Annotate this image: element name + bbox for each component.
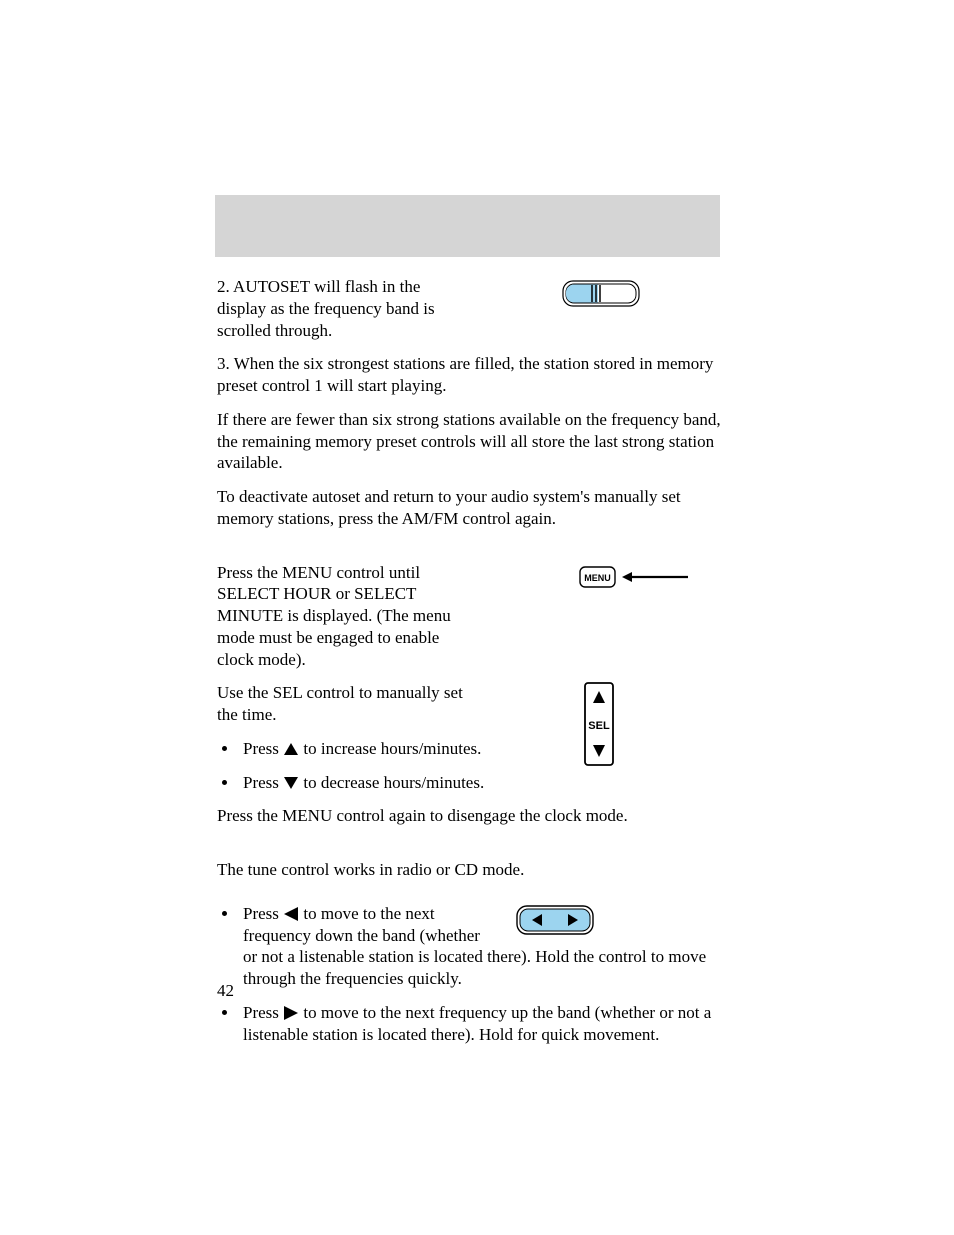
list-item-decrease: Press to decrease hours/minutes.: [239, 772, 722, 794]
press-text: Press: [243, 773, 279, 792]
para-deactivate-autoset: To deactivate autoset and return to your…: [217, 486, 722, 530]
increase-text: to increase hours/minutes.: [303, 739, 481, 758]
para-six-strongest: 3. When the six strongest stations are f…: [217, 353, 722, 397]
tune-right-text: to move to the next frequency up the ban…: [243, 1003, 711, 1044]
sel-graphic: SEL: [584, 682, 614, 772]
page: 2. AUTOSET will flash in the display as …: [0, 0, 954, 1235]
para-use-sel: Use the SEL control to manually set the …: [217, 682, 472, 726]
lcd-display-icon: [562, 280, 640, 307]
tune-list: Press to move to the next frequency down…: [217, 903, 722, 1046]
content-area: 2. AUTOSET will flash in the display as …: [217, 276, 722, 1057]
para-press-menu: Press the MENU control until SELECT HOUR…: [217, 562, 472, 671]
press-text: Press: [243, 1003, 279, 1022]
svg-text:MENU: MENU: [584, 573, 611, 583]
list-item-tune-left: Press to move to the next frequency down…: [239, 903, 722, 990]
para-autoset-flash: 2. AUTOSET will flash in the display as …: [217, 276, 472, 341]
header-bar: [215, 195, 720, 257]
tune-graphic: [516, 905, 594, 941]
triangle-down-icon: [283, 776, 299, 790]
list-item-tune-right: Press to move to the next frequency up t…: [239, 1002, 722, 1046]
decrease-text: to decrease hours/minutes.: [303, 773, 484, 792]
hours-minutes-list: Press to increase hours/minutes. Press t…: [217, 738, 722, 794]
menu-graphic: MENU: [579, 565, 688, 588]
menu-button-icon: MENU: [579, 566, 616, 588]
press-text: Press: [243, 904, 279, 923]
para-fewer-than-six: If there are fewer than six strong stati…: [217, 409, 722, 474]
para-tune-works: The tune control works in radio or CD mo…: [217, 859, 722, 881]
tune-left-text: to move to the next frequency down the b…: [243, 904, 706, 988]
triangle-left-icon: [283, 907, 299, 921]
sel-control-icon: SEL: [584, 682, 614, 766]
triangle-right-icon: [283, 1006, 299, 1020]
svg-text:SEL: SEL: [588, 720, 610, 732]
list-item-increase: Press to increase hours/minutes.: [239, 738, 722, 760]
arrow-left-icon: [622, 571, 688, 583]
tune-control-icon: [516, 905, 594, 935]
triangle-up-icon: [283, 742, 299, 756]
display-graphic: [562, 280, 640, 313]
press-text: Press: [243, 739, 279, 758]
page-number: 42: [217, 981, 234, 1001]
para-press-menu-again: Press the MENU control again to disengag…: [217, 805, 722, 827]
